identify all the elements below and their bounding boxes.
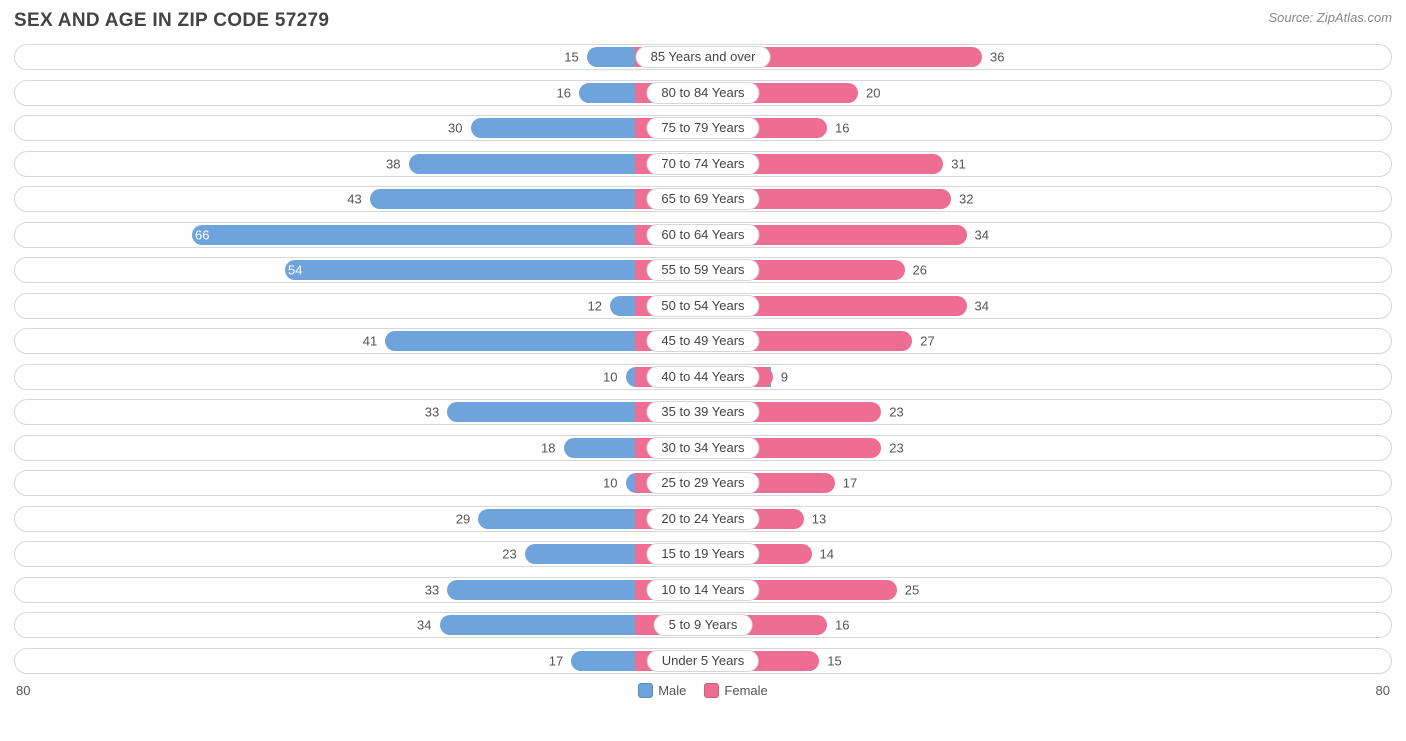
value-label-female: 16 [835,618,849,633]
chart-footer: 80 Male Female 80 [14,683,1392,698]
pyramid-row: 85 Years and over 15 36 [14,44,1392,70]
pyramid-row: 30 to 34 Years 18 23 [14,435,1392,461]
value-label-female: 13 [812,511,826,526]
legend-item-female: Female [704,683,767,698]
pyramid-row: 15 to 19 Years 23 14 [14,541,1392,567]
legend-label-male: Male [658,683,686,698]
value-label-male: 34 [417,618,431,633]
value-label-male: 38 [386,156,400,171]
pyramid-row: 70 to 74 Years 38 31 [14,151,1392,177]
age-group-label: 85 Years and over [636,46,771,68]
value-label-male: 16 [557,85,571,100]
age-group-label: 45 to 49 Years [646,330,759,352]
value-label-female: 32 [959,192,973,207]
pyramid-row: Under 5 Years 17 15 [14,648,1392,674]
legend-item-male: Male [638,683,686,698]
pyramid-row: 10 to 14 Years 33 25 [14,577,1392,603]
axis-right-value: 80 [1376,683,1390,698]
pyramid-row: 55 to 59 Years 54 26 [14,257,1392,283]
value-label-male: 66 [195,227,209,242]
value-label-female: 15 [827,653,841,668]
pyramid-row: 75 to 79 Years 30 16 [14,115,1392,141]
age-group-label: Under 5 Years [647,650,759,672]
value-label-male: 15 [564,50,578,65]
axis-left-value: 80 [16,683,30,698]
value-label-female: 9 [781,369,788,384]
value-label-male: 12 [588,298,602,313]
age-group-label: 5 to 9 Years [654,614,753,636]
age-group-label: 65 to 69 Years [646,188,759,210]
value-label-male: 10 [603,476,617,491]
age-group-label: 75 to 79 Years [646,117,759,139]
legend-swatch-female [704,683,719,698]
value-label-female: 36 [990,50,1004,65]
age-group-label: 35 to 39 Years [646,401,759,423]
value-label-female: 25 [905,582,919,597]
value-label-male: 30 [448,121,462,136]
pyramid-row: 35 to 39 Years 33 23 [14,399,1392,425]
value-label-female: 16 [835,121,849,136]
value-label-male: 54 [288,263,302,278]
age-group-label: 70 to 74 Years [646,153,759,175]
pyramid-row: 45 to 49 Years 41 27 [14,328,1392,354]
legend-swatch-male [638,683,653,698]
age-group-label: 15 to 19 Years [646,543,759,565]
pyramid-row: 20 to 24 Years 29 13 [14,506,1392,532]
age-group-label: 10 to 14 Years [646,579,759,601]
chart-container: SEX AND AGE IN ZIP CODE 57279 Source: Zi… [0,0,1406,704]
value-label-female: 34 [975,298,989,313]
age-group-label: 40 to 44 Years [646,366,759,388]
chart-header: SEX AND AGE IN ZIP CODE 57279 Source: Zi… [14,10,1392,32]
chart-source: Source: ZipAtlas.com [1268,10,1392,25]
pyramid-row: 60 to 64 Years 66 34 [14,222,1392,248]
pyramid-row: 40 to 44 Years 10 9 [14,364,1392,390]
age-group-label: 30 to 34 Years [646,437,759,459]
value-label-male: 29 [456,511,470,526]
value-label-female: 31 [951,156,965,171]
value-label-female: 14 [820,547,834,562]
population-pyramid: 85 Years and over 15 36 80 to 84 Years 16 20 7… [14,44,1392,674]
chart-legend: Male Female [638,683,768,698]
value-label-male: 23 [502,547,516,562]
age-group-label: 25 to 29 Years [646,472,759,494]
age-group-label: 20 to 24 Years [646,508,759,530]
age-group-label: 55 to 59 Years [646,259,759,281]
value-label-female: 27 [920,334,934,349]
value-label-male: 10 [603,369,617,384]
value-label-male: 18 [541,440,555,455]
pyramid-row: 25 to 29 Years 10 17 [14,470,1392,496]
legend-label-female: Female [724,683,767,698]
value-label-female: 23 [889,440,903,455]
pyramid-row: 50 to 54 Years 12 34 [14,293,1392,319]
value-label-male: 41 [363,334,377,349]
value-label-female: 26 [913,263,927,278]
pyramid-row: 80 to 84 Years 16 20 [14,80,1392,106]
value-label-female: 23 [889,405,903,420]
pyramid-row: 65 to 69 Years 43 32 [14,186,1392,212]
value-label-female: 17 [843,476,857,491]
value-label-female: 34 [975,227,989,242]
value-label-male: 17 [549,653,563,668]
value-label-female: 20 [866,85,880,100]
value-label-male: 33 [425,582,439,597]
chart-title: SEX AND AGE IN ZIP CODE 57279 [14,10,329,32]
pyramid-row: 5 to 9 Years 34 16 [14,612,1392,638]
age-group-label: 80 to 84 Years [646,82,759,104]
age-group-label: 50 to 54 Years [646,295,759,317]
age-group-label: 60 to 64 Years [646,224,759,246]
value-label-male: 43 [347,192,361,207]
value-label-male: 33 [425,405,439,420]
